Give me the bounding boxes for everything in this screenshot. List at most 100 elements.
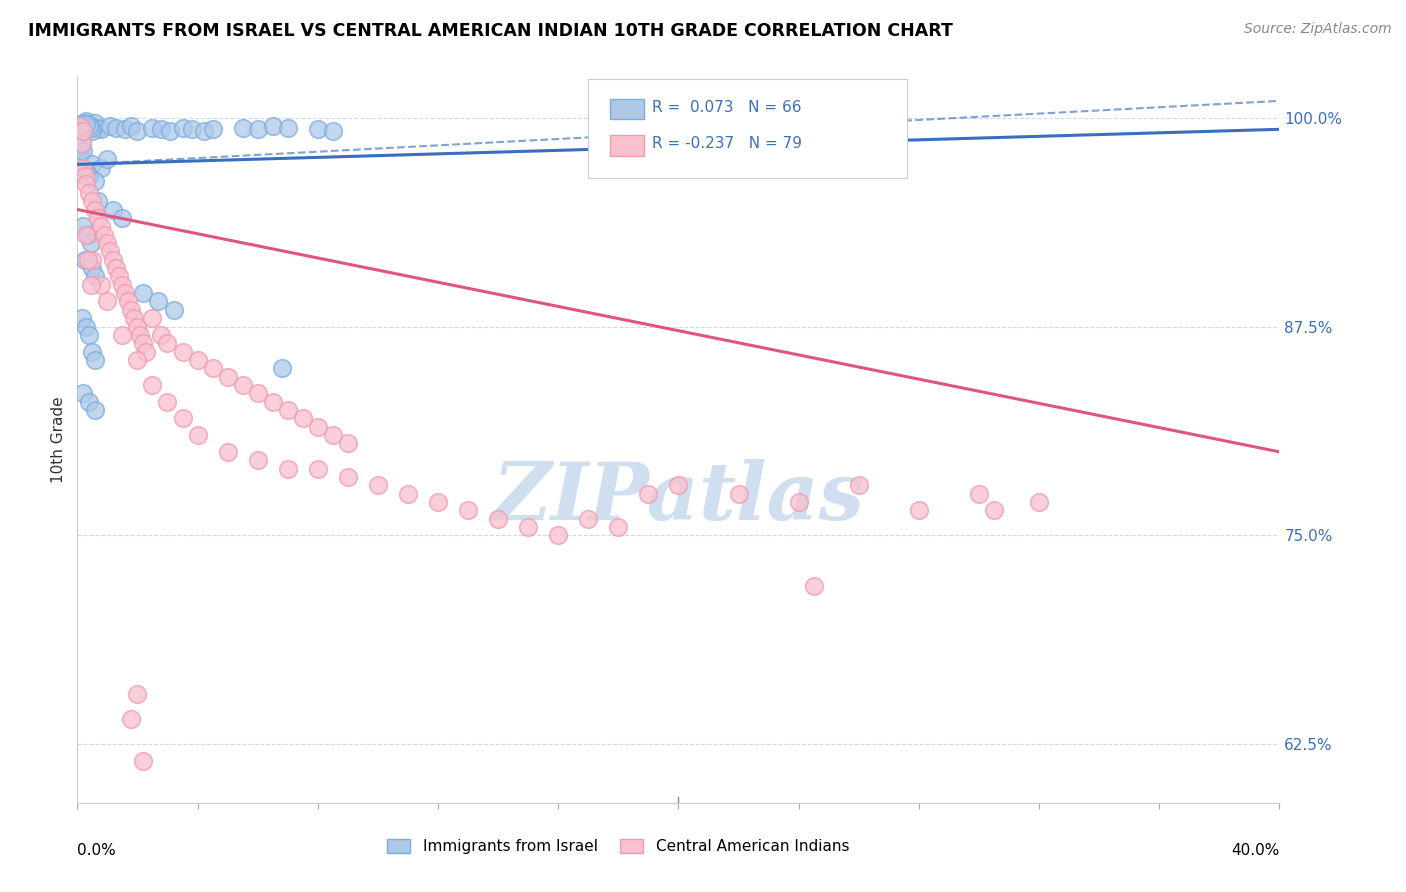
Point	[120, 712, 142, 726]
Point	[72, 115, 94, 129]
Point	[396, 486, 419, 500]
Text: R =  0.073   N = 66: R = 0.073 N = 66	[652, 100, 801, 114]
Text: R = -0.237   N = 79: R = -0.237 N = 79	[652, 136, 801, 151]
Point	[75, 114, 97, 128]
Point	[307, 122, 329, 136]
Point	[547, 528, 569, 542]
Point	[90, 277, 112, 292]
Point	[727, 486, 749, 500]
Point	[82, 194, 104, 209]
Point	[132, 336, 155, 351]
Point	[576, 511, 599, 525]
Point	[69, 119, 91, 133]
Point	[148, 294, 170, 309]
Point	[217, 445, 239, 459]
Point	[172, 344, 194, 359]
Point	[111, 277, 134, 292]
FancyBboxPatch shape	[610, 99, 644, 120]
Point	[427, 495, 450, 509]
Point	[668, 478, 690, 492]
Point	[72, 161, 94, 175]
Point	[69, 141, 91, 155]
Point	[967, 486, 990, 500]
Point	[322, 428, 344, 442]
Point	[246, 386, 269, 401]
Point	[76, 252, 98, 267]
Point	[90, 122, 112, 136]
Point	[70, 124, 93, 138]
Point	[186, 428, 209, 442]
Point	[90, 219, 112, 234]
Point	[277, 120, 299, 135]
Point	[96, 235, 118, 250]
Point	[75, 164, 97, 178]
Point	[73, 169, 96, 183]
Point	[105, 260, 128, 275]
Point	[108, 269, 131, 284]
Point	[70, 136, 93, 150]
Point	[93, 227, 115, 242]
Point	[77, 119, 100, 133]
Point	[787, 495, 810, 509]
FancyBboxPatch shape	[610, 136, 644, 156]
Point	[367, 478, 389, 492]
Point	[127, 319, 149, 334]
Y-axis label: 10th Grade: 10th Grade	[51, 396, 66, 483]
Point	[607, 520, 630, 534]
Point	[232, 120, 254, 135]
Point	[336, 436, 359, 450]
Point	[637, 486, 659, 500]
Point	[76, 119, 98, 133]
Point	[87, 194, 110, 209]
Point	[156, 336, 179, 351]
Point	[336, 470, 359, 484]
Point	[457, 503, 479, 517]
Point	[201, 122, 224, 136]
Point	[72, 144, 94, 158]
Point	[72, 386, 94, 401]
Point	[132, 754, 155, 768]
Point	[193, 124, 215, 138]
Point	[983, 503, 1005, 517]
Point	[79, 327, 101, 342]
Point	[84, 353, 107, 368]
Point	[114, 122, 136, 136]
Text: 40.0%: 40.0%	[1232, 843, 1279, 858]
Point	[79, 117, 101, 131]
Point	[80, 235, 103, 250]
Point	[105, 120, 128, 135]
Point	[103, 252, 125, 267]
Point	[262, 119, 284, 133]
Point	[76, 227, 98, 242]
Point	[87, 211, 110, 225]
Point	[82, 344, 104, 359]
Point	[277, 403, 299, 417]
Point	[103, 202, 125, 217]
Point	[90, 161, 112, 175]
Point	[803, 578, 825, 592]
Point	[120, 119, 142, 133]
Point	[111, 211, 134, 225]
Point	[270, 361, 292, 376]
Point	[141, 378, 163, 392]
Point	[84, 269, 107, 284]
Point	[80, 120, 103, 135]
Point	[127, 687, 149, 701]
Point	[96, 294, 118, 309]
Point	[127, 124, 149, 138]
Point	[82, 260, 104, 275]
Point	[96, 153, 118, 167]
Point	[70, 120, 93, 135]
Point	[82, 119, 104, 133]
Point	[69, 147, 91, 161]
Point	[73, 252, 96, 267]
Text: IMMIGRANTS FROM ISRAEL VS CENTRAL AMERICAN INDIAN 10TH GRADE CORRELATION CHART: IMMIGRANTS FROM ISRAEL VS CENTRAL AMERIC…	[28, 22, 953, 40]
Point	[100, 119, 122, 133]
Point	[84, 115, 107, 129]
Point	[73, 117, 96, 131]
Point	[114, 286, 136, 301]
Point	[80, 277, 103, 292]
Point	[141, 311, 163, 326]
Point	[291, 411, 314, 425]
Point	[156, 394, 179, 409]
